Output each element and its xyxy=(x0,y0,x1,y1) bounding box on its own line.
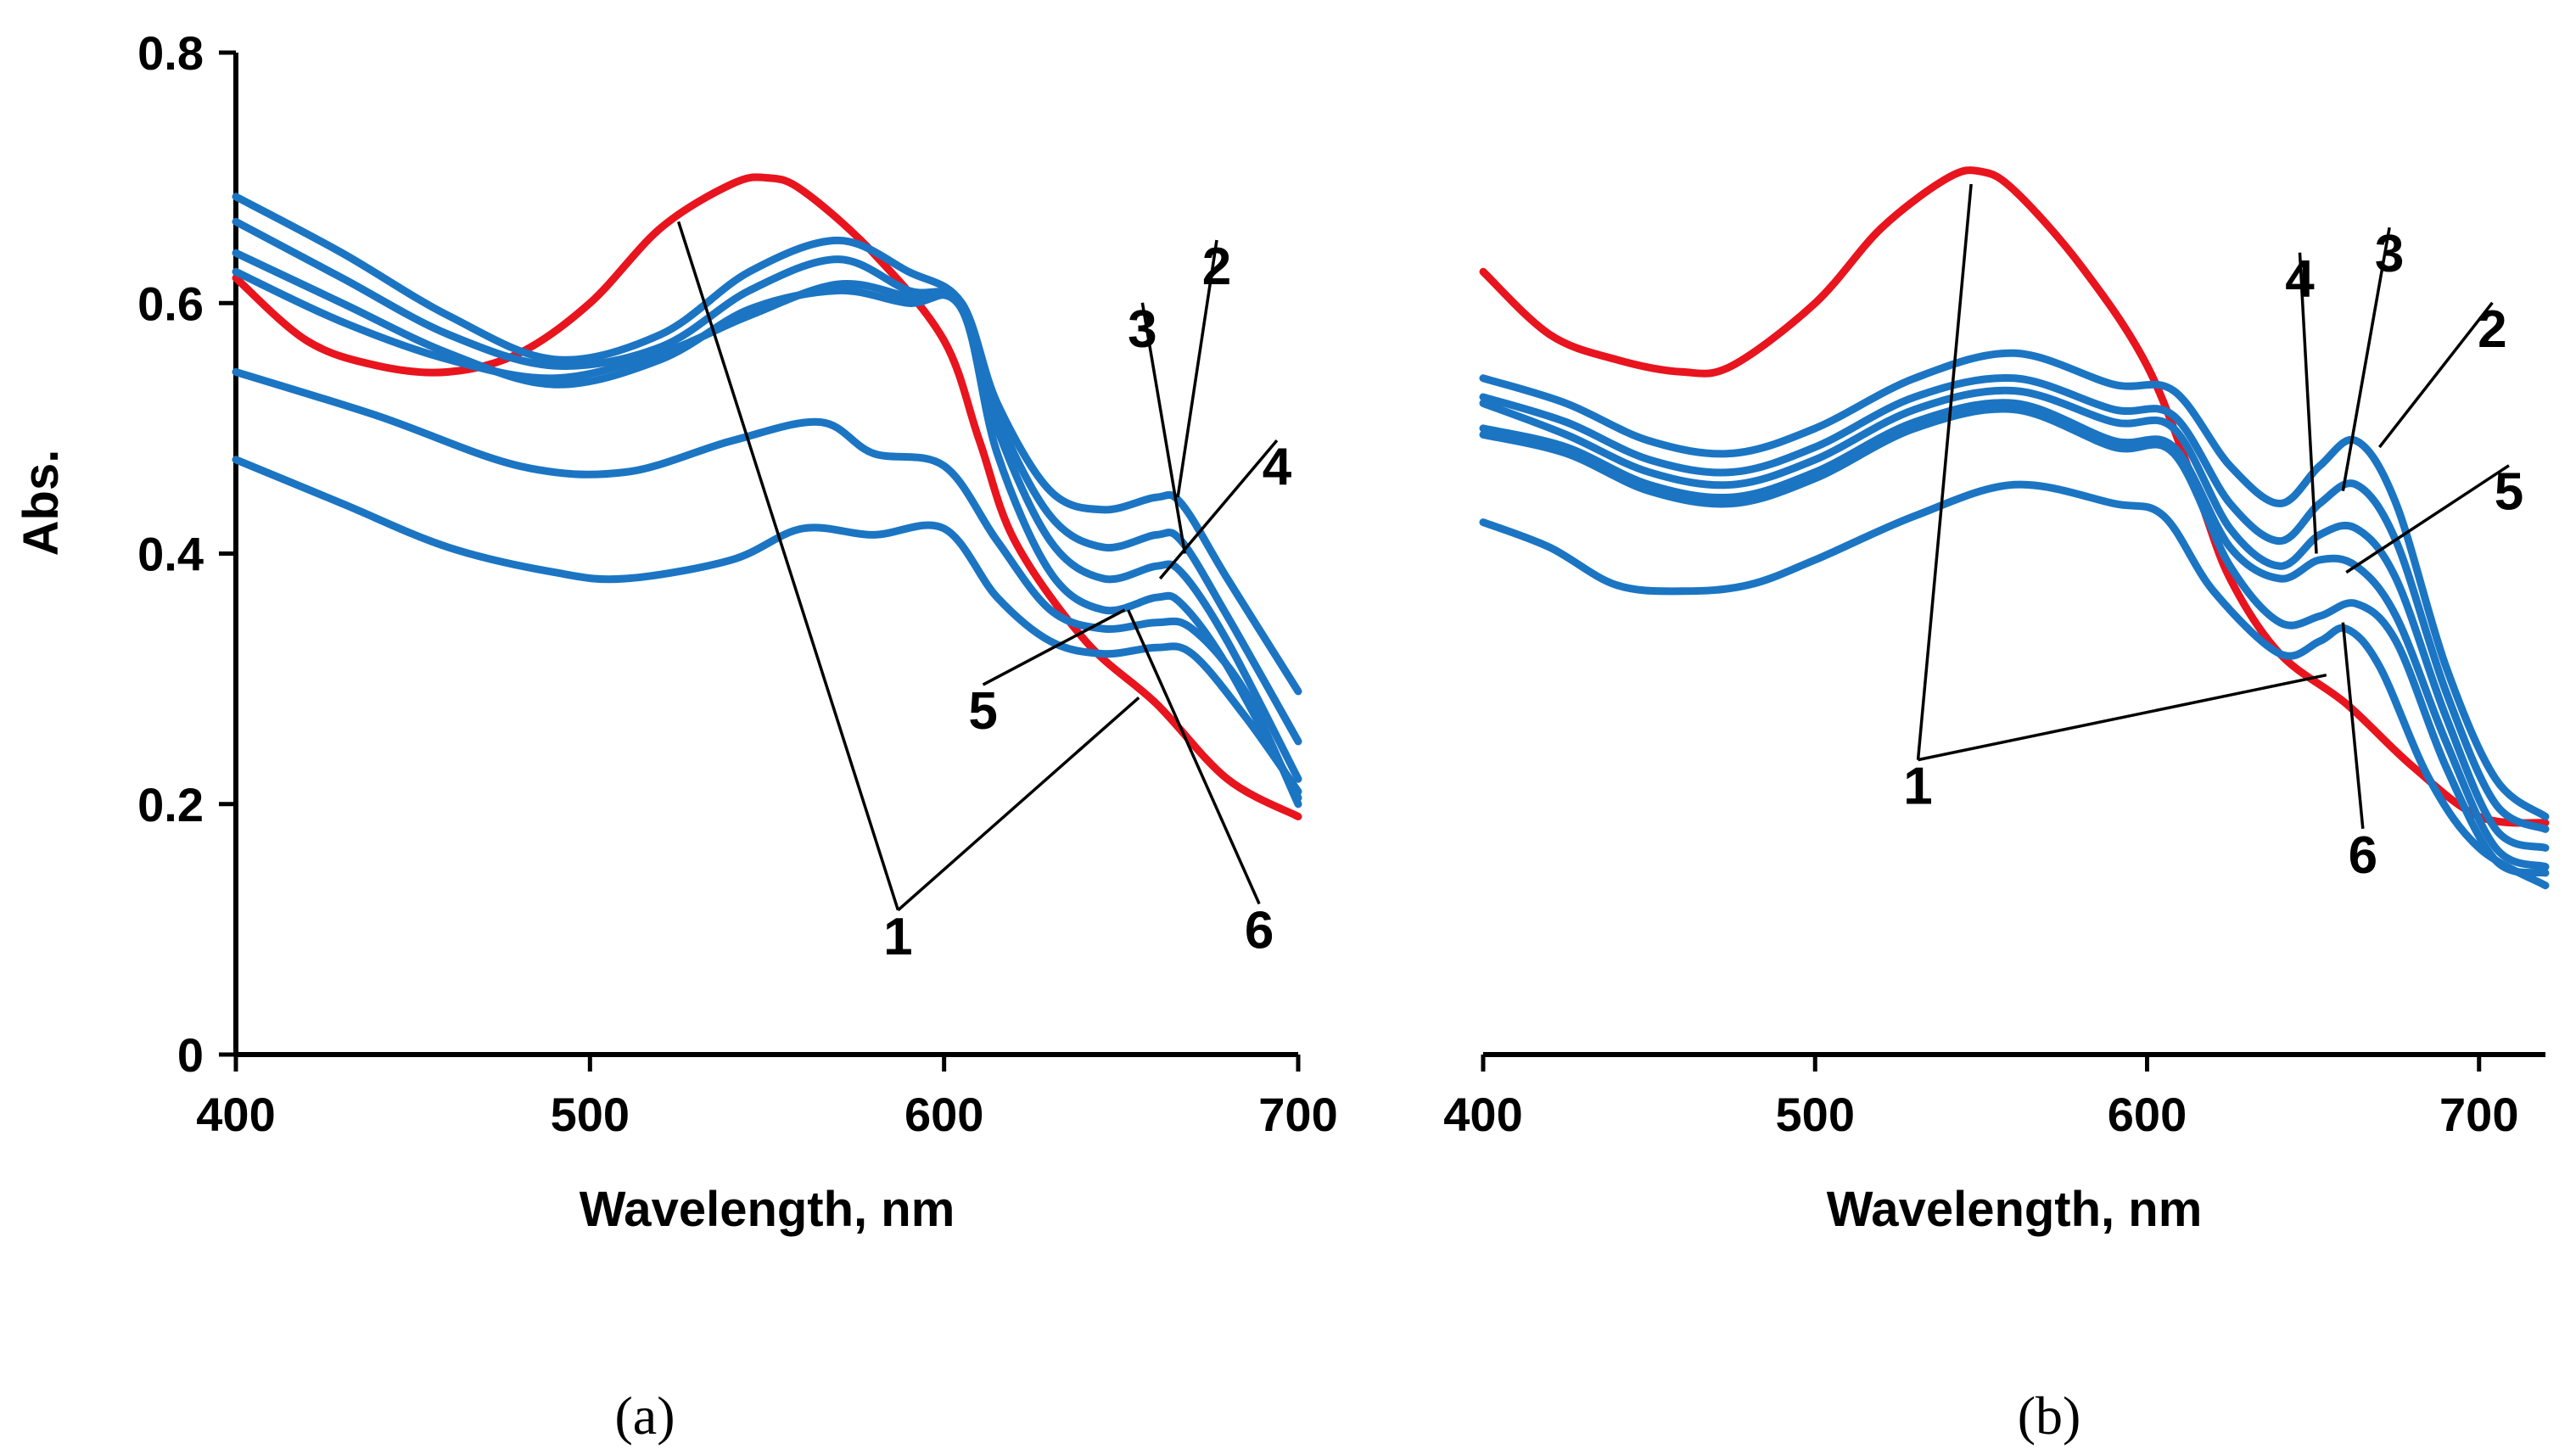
curve-label-4: 4 xyxy=(2285,250,2315,309)
x-axis-title: Wavelength, nm xyxy=(580,1182,955,1237)
annotation-leader-line xyxy=(1916,183,1973,760)
x-tick-label: 700 xyxy=(2439,1088,2518,1141)
series-line-6 xyxy=(1479,405,2550,877)
x-tick-label: 500 xyxy=(1776,1088,1855,1141)
curve-label-2: 2 xyxy=(2478,300,2506,359)
series-line-7 xyxy=(232,456,1302,796)
annotation-leader-line xyxy=(1140,302,1187,554)
panel-a: 400 500 600 700 0 0.2 0.4 0.6 0.8 Wavelength, nm A… xyxy=(14,26,1338,1446)
curve-label-6: 6 xyxy=(1245,901,1274,960)
curve-label-5: 5 xyxy=(968,682,997,741)
x-axis-title: Wavelength, nm xyxy=(1827,1182,2203,1237)
y-tick-label: 0.6 xyxy=(137,277,204,330)
x-tick-label: 400 xyxy=(1443,1088,1522,1141)
annotation-leader-line xyxy=(1176,239,1218,498)
annotation-leader-line xyxy=(2345,464,2510,574)
panel-label: (b) xyxy=(2018,1385,2081,1446)
annotation-leader-line xyxy=(897,696,1140,912)
series-line-7 xyxy=(1479,480,2550,890)
panel-label: (a) xyxy=(614,1385,675,1446)
curve-label-3: 3 xyxy=(2375,225,2404,283)
panel-b: 400 500 600 700 Wavelength, nm 1 2 3 4 5 6 (b) xyxy=(1443,166,2550,1446)
y-axis-title: Abs. xyxy=(14,450,69,557)
x-tick-label: 400 xyxy=(196,1088,275,1141)
x-tick-label: 600 xyxy=(904,1088,983,1141)
series-line-3 xyxy=(1479,373,2550,833)
annotation-leader-line xyxy=(2377,301,2494,449)
annotation-leader-line xyxy=(2341,227,2391,491)
series-line-4 xyxy=(1479,386,2550,852)
curve-label-1: 1 xyxy=(1903,758,1932,816)
y-tick-label: 0.8 xyxy=(137,26,204,80)
y-tick-label: 0 xyxy=(177,1028,204,1082)
x-tick-label: 600 xyxy=(2108,1088,2187,1141)
annotation-leader-line xyxy=(982,608,1126,686)
annotation-leader-line xyxy=(1127,609,1261,905)
x-tick-label: 700 xyxy=(1258,1088,1337,1141)
annotation-leader-line xyxy=(1918,673,2327,762)
curve-label-1: 1 xyxy=(883,908,912,966)
series-line-2 xyxy=(1479,349,2550,820)
series-line-5 xyxy=(232,267,1302,802)
curve-label-5: 5 xyxy=(2495,463,2523,522)
series-line-3 xyxy=(232,217,1302,746)
y-tick-label: 0.2 xyxy=(137,778,204,831)
x-tick-label: 500 xyxy=(551,1088,630,1141)
y-tick-label: 0.4 xyxy=(137,528,204,581)
curve-label-6: 6 xyxy=(2349,826,2377,885)
series-line-2 xyxy=(232,193,1302,696)
series-line-6 xyxy=(232,367,1302,809)
series-line-1 xyxy=(1479,166,2550,827)
curve-label-4: 4 xyxy=(1263,438,1292,496)
series-line-5 xyxy=(1479,399,2550,871)
annotation-leader-line xyxy=(1158,439,1279,580)
curve-label-2: 2 xyxy=(1202,238,1231,296)
annotation-leader-line xyxy=(2341,622,2365,829)
curve-label-3: 3 xyxy=(1128,300,1156,359)
annotation-leader-line xyxy=(676,221,900,911)
annotation-leader-line xyxy=(2298,252,2318,554)
